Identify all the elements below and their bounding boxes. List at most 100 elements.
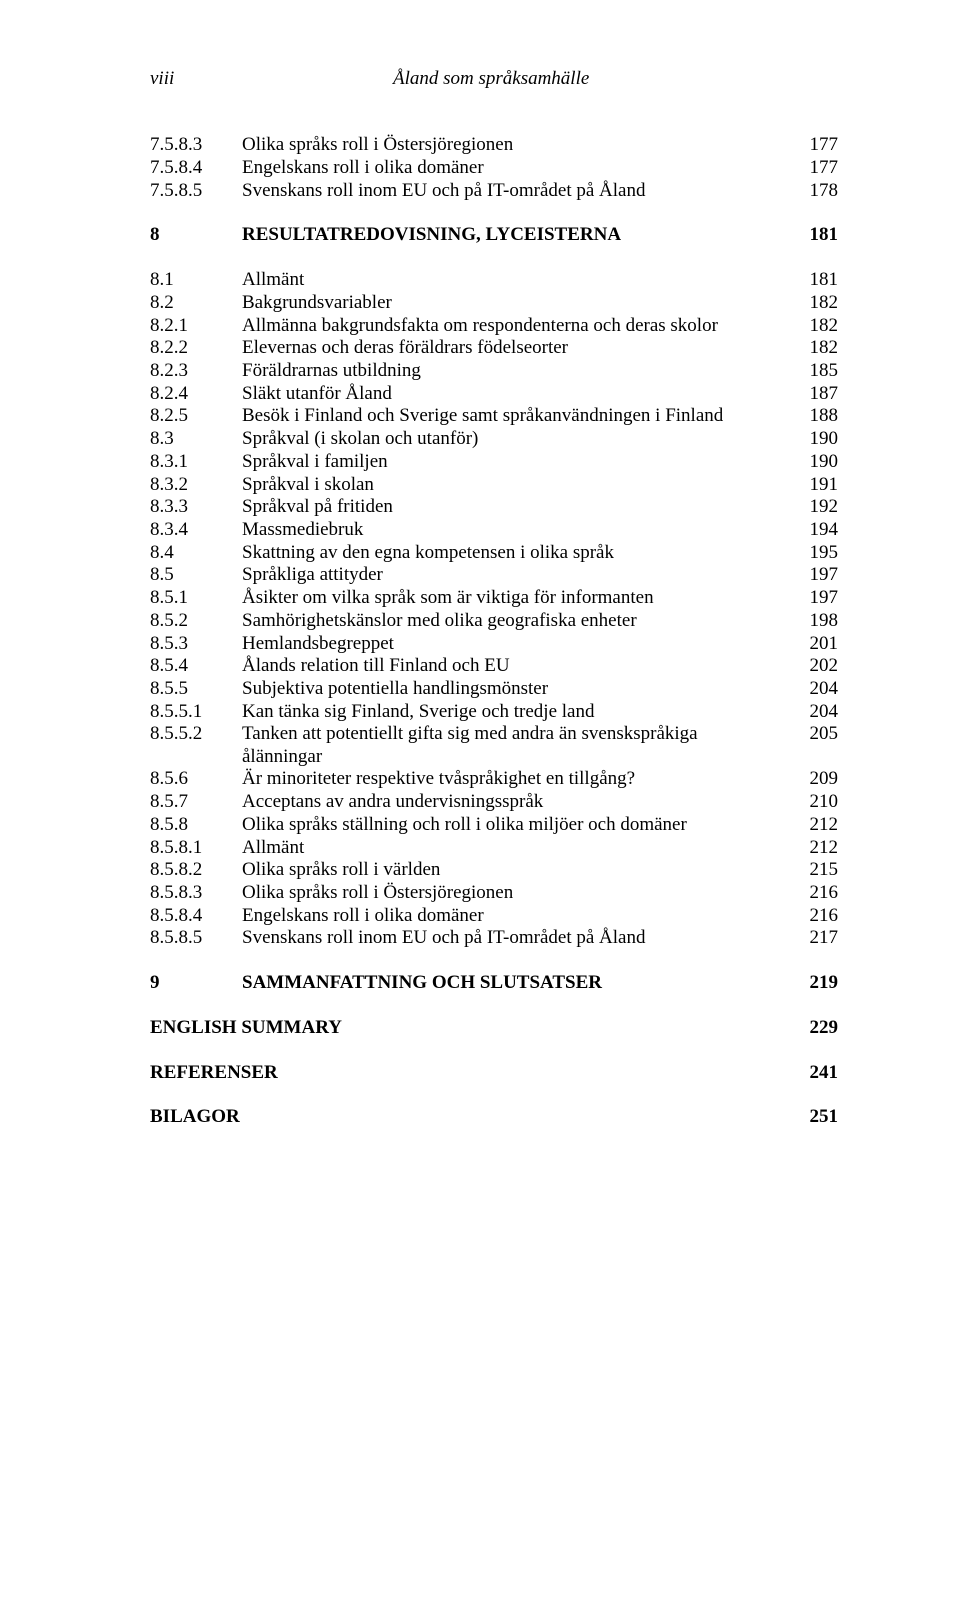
toc-number: 8.5.8.4	[150, 905, 242, 927]
toc-page-number: 198	[796, 610, 838, 632]
toc-number: 8.5.1	[150, 587, 242, 609]
toc-row: 8.5.8.3Olika språks roll i Östersjöregio…	[150, 882, 838, 904]
toc-row: 7.5.8.3Olika språks roll i Östersjöregio…	[150, 134, 838, 156]
toc-page-number: 194	[796, 519, 838, 541]
toc-page-number: 217	[796, 927, 838, 949]
toc-page-number: 190	[796, 451, 838, 473]
toc-number: 8.5.4	[150, 655, 242, 677]
toc-row: 8.5.8.1Allmänt212	[150, 837, 838, 859]
toc-page-number: 177	[796, 157, 838, 179]
toc-page-number: 212	[796, 837, 838, 859]
toc-row: 8.5.6Är minoriteter respektive tvåspråki…	[150, 768, 838, 790]
toc-page-number: 251	[796, 1106, 838, 1128]
toc-gap	[150, 995, 838, 1017]
toc-title: Språkval i familjen	[242, 451, 796, 473]
toc-page-number: 210	[796, 791, 838, 813]
toc-row: REFERENSER241	[150, 1062, 838, 1084]
toc-row: 8.3.2Språkval i skolan191	[150, 474, 838, 496]
toc-title: Är minoriteter respektive tvåspråkighet …	[242, 768, 796, 790]
header-spacer	[808, 68, 838, 90]
toc-title: Allmänna bakgrundsfakta om respondentern…	[242, 315, 796, 337]
toc-page-number: 216	[796, 882, 838, 904]
toc-row: ENGLISH SUMMARY229	[150, 1017, 838, 1039]
toc-gap	[150, 247, 838, 269]
toc-title: Föräldrarnas utbildning	[242, 360, 796, 382]
toc-number: 8.5.5	[150, 678, 242, 700]
toc-title: Åsikter om vilka språk som är viktiga fö…	[242, 587, 796, 609]
toc-title: Olika språks roll i Östersjöregionen	[242, 882, 796, 904]
toc-title: Hemlandsbegreppet	[242, 633, 796, 655]
toc-gap	[150, 1040, 838, 1062]
toc-number: 8.2.1	[150, 315, 242, 337]
toc-page-number: 178	[796, 180, 838, 202]
toc-title: SAMMANFATTNING OCH SLUTSATSER	[242, 972, 796, 994]
toc-title: Engelskans roll i olika domäner	[242, 157, 796, 179]
toc-row: 8.1Allmänt181	[150, 269, 838, 291]
toc-page-number: 197	[796, 587, 838, 609]
toc-row: 8.5.2Samhörighetskänslor med olika geogr…	[150, 610, 838, 632]
toc-row: 8.5.1Åsikter om vilka språk som är vikti…	[150, 587, 838, 609]
toc-title: Besök i Finland och Sverige samt språkan…	[242, 405, 796, 427]
toc-title: Språkliga attityder	[242, 564, 796, 586]
toc-page-number: 182	[796, 315, 838, 337]
toc-number: 9	[150, 972, 242, 994]
toc-number: 8.4	[150, 542, 242, 564]
toc-number: 8.5.2	[150, 610, 242, 632]
toc-gap	[150, 202, 838, 224]
toc-number: 8.3.1	[150, 451, 242, 473]
toc-page-number: 190	[796, 428, 838, 450]
toc-row: 8.3.4Massmediebruk194	[150, 519, 838, 541]
toc-page-number: 191	[796, 474, 838, 496]
toc-number: 8.2.2	[150, 337, 242, 359]
toc-title: Olika språks roll i världen	[242, 859, 796, 881]
toc-title: REFERENSER	[150, 1062, 796, 1084]
toc-page-number: 181	[796, 269, 838, 291]
toc-number: 7.5.8.4	[150, 157, 242, 179]
toc-page-number: 229	[796, 1017, 838, 1039]
toc-page-number: 197	[796, 564, 838, 586]
toc-title: Språkval (i skolan och utanför)	[242, 428, 796, 450]
table-of-contents: 7.5.8.3 Olika språks roll i Östersjöregio…	[150, 134, 838, 1128]
toc-number: 7.5.8.3	[150, 134, 242, 156]
toc-row: 7.5.8.4Engelskans roll i olika domäner17…	[150, 157, 838, 179]
toc-page-number: 204	[796, 701, 838, 723]
toc-title: Bakgrundsvariabler	[242, 292, 796, 314]
toc-row: 8.5.4Ålands relation till Finland och EU…	[150, 655, 838, 677]
toc-row: 8.5.8.2Olika språks roll i världen215	[150, 859, 838, 881]
toc-title: Svenskans roll inom EU och på IT-området…	[242, 927, 796, 949]
toc-page-number: 188	[796, 405, 838, 427]
toc-page-number: 192	[796, 496, 838, 518]
toc-page-number: 177	[796, 134, 838, 156]
toc-number: 8	[150, 224, 242, 246]
toc-row: 8.2.4Släkt utanför Åland187	[150, 383, 838, 405]
toc-gap	[150, 1084, 838, 1106]
toc-number: 8.5.8.1	[150, 837, 242, 859]
toc-page-number: 241	[796, 1062, 838, 1084]
toc-row: BILAGOR251	[150, 1106, 838, 1128]
toc-title: Svenskans roll inom EU och på IT-området…	[242, 180, 796, 202]
toc-title: Olika språks ställning och roll i olika …	[242, 814, 796, 836]
toc-page-number: 204	[796, 678, 838, 700]
toc-row: 8.5.3Hemlandsbegreppet201	[150, 633, 838, 655]
toc-title: Elevernas och deras föräldrars födelseor…	[242, 337, 796, 359]
toc-number: 8.3.3	[150, 496, 242, 518]
toc-title: BILAGOR	[150, 1106, 796, 1128]
toc-page-number: 187	[796, 383, 838, 405]
toc-number: 8.3	[150, 428, 242, 450]
toc-title: Allmänt	[242, 269, 796, 291]
toc-row: 8.2.3Föräldrarnas utbildning185	[150, 360, 838, 382]
toc-number: 8.2.4	[150, 383, 242, 405]
toc-title: Ålands relation till Finland och EU	[242, 655, 796, 677]
toc-page-number: 209	[796, 768, 838, 790]
toc-title: Släkt utanför Åland	[242, 383, 796, 405]
book-title: Åland som språksamhälle	[174, 68, 808, 90]
toc-row: 8.5.5.1Kan tänka sig Finland, Sverige oc…	[150, 701, 838, 723]
toc-number: 8.5.5.1	[150, 701, 242, 723]
toc-number: 8.5.8.5	[150, 927, 242, 949]
toc-row: 8.5.8.4Engelskans roll i olika domäner21…	[150, 905, 838, 927]
toc-title: RESULTATREDOVISNING, LYCEISTERNA	[242, 224, 796, 246]
toc-page-number: 216	[796, 905, 838, 927]
toc-row: 8.5.8.5Svenskans roll inom EU och på IT-…	[150, 927, 838, 949]
toc-row: 8.5.8Olika språks ställning och roll i o…	[150, 814, 838, 836]
toc-row: 8.4Skattning av den egna kompetensen i o…	[150, 542, 838, 564]
